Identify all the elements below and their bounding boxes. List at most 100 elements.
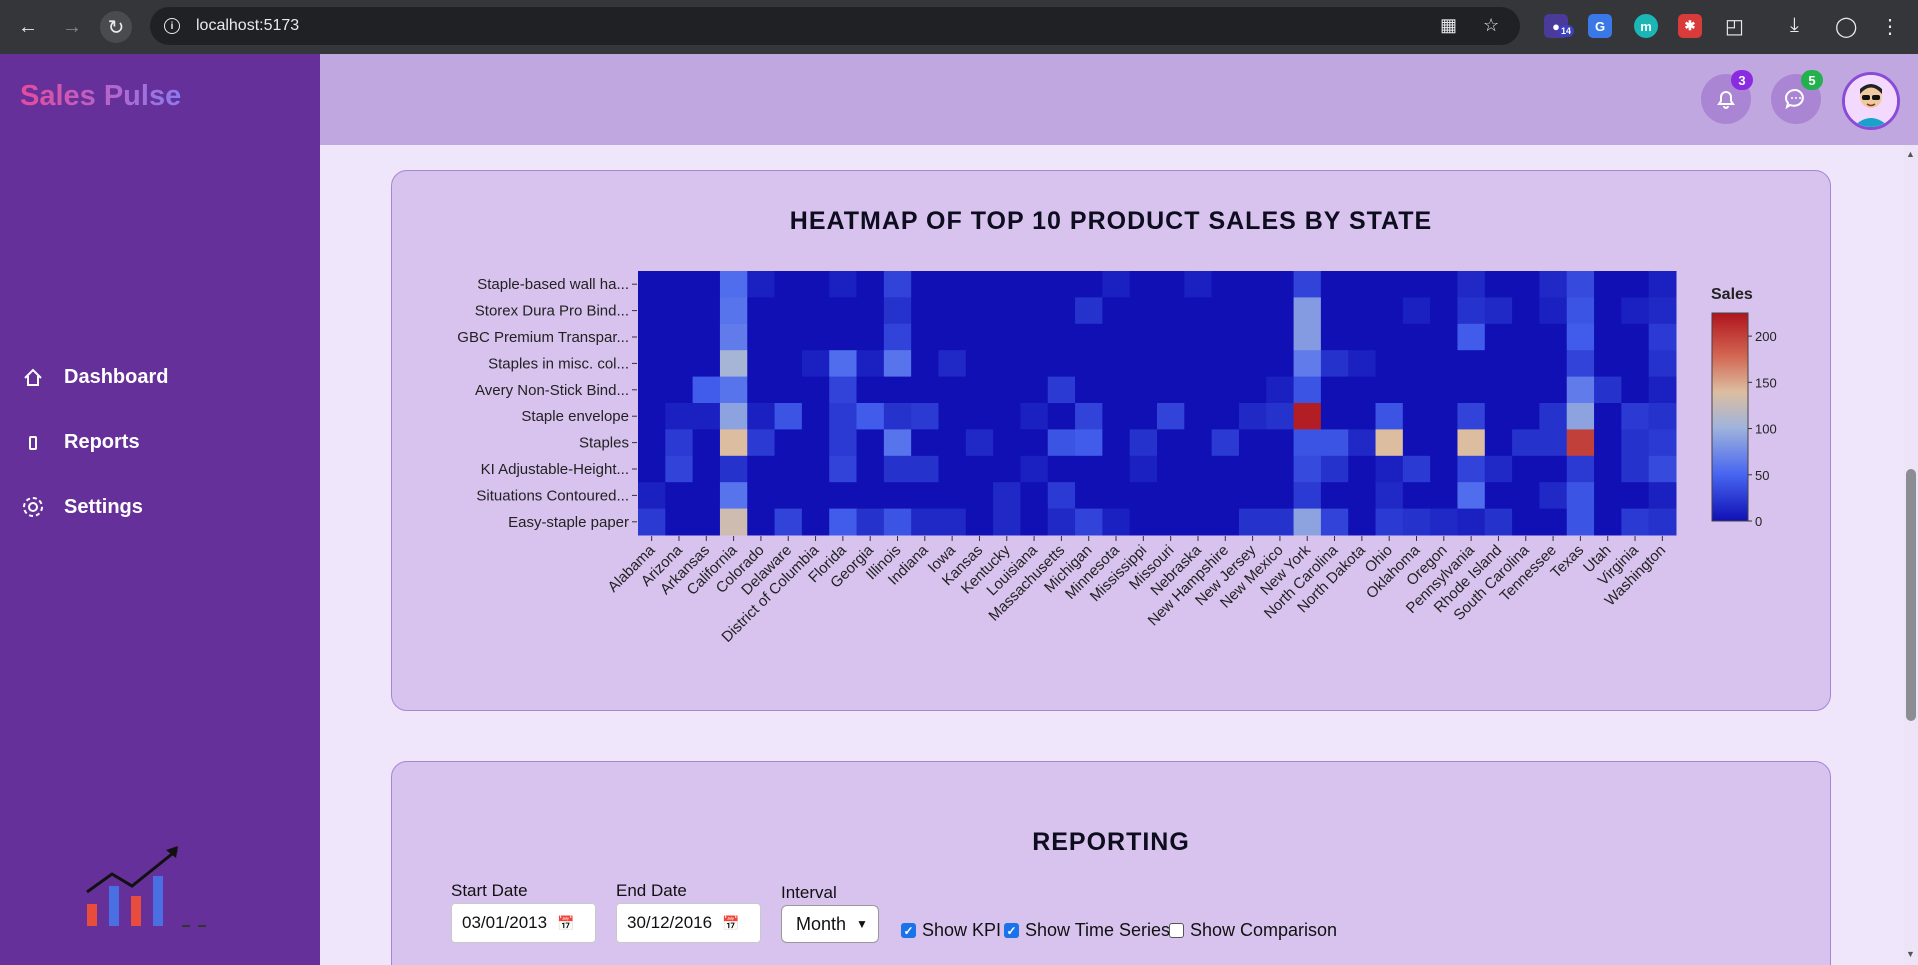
heatmap-cell[interactable] [1594, 297, 1622, 325]
heatmap-cell[interactable] [1211, 376, 1240, 404]
heatmap-cell[interactable] [1047, 482, 1076, 510]
heatmap-cell[interactable] [1375, 323, 1404, 351]
heatmap-cell[interactable] [993, 482, 1021, 510]
heatmap-cell[interactable] [965, 323, 994, 351]
heatmap-cell[interactable] [829, 508, 858, 536]
heatmap-cell[interactable] [1484, 376, 1513, 404]
heatmap-cell[interactable] [1075, 350, 1103, 378]
heatmap-cell[interactable] [1320, 403, 1349, 430]
heatmap-cell[interactable] [1102, 297, 1131, 325]
interval-select[interactable]: Month ▼ [781, 905, 879, 943]
heatmap-cell[interactable] [1402, 376, 1431, 404]
heatmap-cell[interactable] [911, 403, 939, 430]
heatmap-cell[interactable] [1457, 271, 1486, 298]
heatmap-cell[interactable] [1047, 323, 1076, 351]
heatmap-cell[interactable] [1566, 350, 1595, 378]
forward-button[interactable]: → [62, 15, 82, 38]
heatmap-cell[interactable] [965, 429, 994, 457]
heatmap-cell[interactable] [829, 297, 858, 325]
heatmap-cell[interactable] [1102, 376, 1131, 404]
heatmap-cell[interactable] [801, 376, 830, 404]
heatmap-cell[interactable] [1211, 482, 1240, 510]
heatmap-cell[interactable] [1594, 482, 1622, 510]
heatmap-cell[interactable] [1102, 350, 1131, 378]
heatmap-cell[interactable] [1375, 455, 1404, 483]
heatmap-cell[interactable] [829, 323, 858, 351]
heatmap-cell[interactable] [638, 376, 666, 404]
heatmap-cell[interactable] [1621, 271, 1650, 298]
heatmap-cell[interactable] [719, 455, 748, 483]
heatmap-cell[interactable] [883, 429, 912, 457]
heatmap-cell[interactable] [1621, 323, 1650, 351]
heatmap-cell[interactable] [1211, 350, 1240, 378]
heatmap-cell[interactable] [1648, 297, 1677, 325]
heatmap-cell[interactable] [1621, 403, 1650, 430]
heatmap-cell[interactable] [1430, 376, 1458, 404]
heatmap-cell[interactable] [1648, 350, 1677, 378]
heatmap-cell[interactable] [665, 350, 694, 378]
show-time-series-checkbox[interactable]: ✓ Show Time Series [1004, 920, 1170, 941]
heatmap-cell[interactable] [1430, 323, 1458, 351]
heatmap-cell[interactable] [1266, 455, 1295, 483]
heatmap-cell[interactable] [1211, 271, 1240, 298]
heatmap-cell[interactable] [747, 350, 776, 378]
heatmap-cell[interactable] [1293, 403, 1322, 430]
heatmap-cell[interactable] [665, 323, 694, 351]
heatmap-cell[interactable] [829, 429, 858, 457]
heatmap-cell[interactable] [719, 403, 748, 430]
heatmap-cell[interactable] [1129, 323, 1158, 351]
heatmap-cell[interactable] [1566, 429, 1595, 457]
checkbox-unchecked-icon[interactable] [1169, 923, 1184, 938]
heatmap-cell[interactable] [1648, 429, 1677, 457]
heatmap-cell[interactable] [1157, 323, 1185, 351]
heatmap-cell[interactable] [883, 482, 912, 510]
heatmap-cell[interactable] [1238, 297, 1267, 325]
heatmap-cell[interactable] [1020, 350, 1049, 378]
heatmap-cell[interactable] [1539, 508, 1568, 536]
heatmap-cell[interactable] [911, 429, 939, 457]
heatmap-cell[interactable] [829, 403, 858, 430]
heatmap-cell[interactable] [1157, 271, 1185, 298]
heatmap-cell[interactable] [1402, 350, 1431, 378]
heatmap-cell[interactable] [1075, 482, 1103, 510]
scroll-down-icon[interactable]: ▼ [1906, 949, 1915, 959]
heatmap-cell[interactable] [1320, 455, 1349, 483]
translate-icon[interactable]: ▦ [1440, 15, 1458, 35]
heatmap-cell[interactable] [1047, 350, 1076, 378]
heatmap-cell[interactable] [883, 376, 912, 404]
heatmap-cell[interactable] [1566, 297, 1595, 325]
heatmap-cell[interactable] [747, 271, 776, 298]
heatmap-cell[interactable] [1184, 350, 1213, 378]
heatmap-cell[interactable] [1566, 403, 1595, 430]
heatmap-cell[interactable] [1512, 508, 1540, 536]
heatmap-cell[interactable] [1020, 482, 1049, 510]
heatmap-cell[interactable] [856, 297, 885, 325]
heatmap-cell[interactable] [1348, 455, 1377, 483]
heatmap-cell[interactable] [747, 376, 776, 404]
heatmap-cell[interactable] [1566, 508, 1595, 536]
heatmap-cell[interactable] [1594, 508, 1622, 536]
heatmap-cell[interactable] [1211, 508, 1240, 536]
heatmap-cell[interactable] [1075, 376, 1103, 404]
heatmap-cell[interactable] [1102, 482, 1131, 510]
heatmap-cell[interactable] [1375, 350, 1404, 378]
heatmap-cell[interactable] [1293, 482, 1322, 510]
heatmap-cell[interactable] [1129, 297, 1158, 325]
heatmap-cell[interactable] [938, 455, 967, 483]
heatmap-cell[interactable] [1184, 376, 1213, 404]
extension-red-icon[interactable]: ✱ [1678, 14, 1702, 38]
scroll-up-icon[interactable]: ▲ [1906, 149, 1915, 159]
heatmap-cell[interactable] [883, 350, 912, 378]
heatmap-cell[interactable] [1320, 271, 1349, 298]
heatmap-cell[interactable] [801, 403, 830, 430]
heatmap-cell[interactable] [719, 508, 748, 536]
extension-puzzle-game-icon[interactable]: ● 14 [1544, 14, 1575, 38]
heatmap-cell[interactable] [829, 376, 858, 404]
address-bar[interactable]: i localhost:5173 ▦ ☆ [150, 7, 1520, 45]
heatmap-cell[interactable] [747, 455, 776, 483]
heatmap-cell[interactable] [1293, 271, 1322, 298]
sidebar-item-reports[interactable]: Reports [20, 429, 140, 455]
heatmap-cell[interactable] [1484, 508, 1513, 536]
heatmap-cell[interactable] [1648, 323, 1677, 351]
heatmap-cell[interactable] [1648, 271, 1677, 298]
